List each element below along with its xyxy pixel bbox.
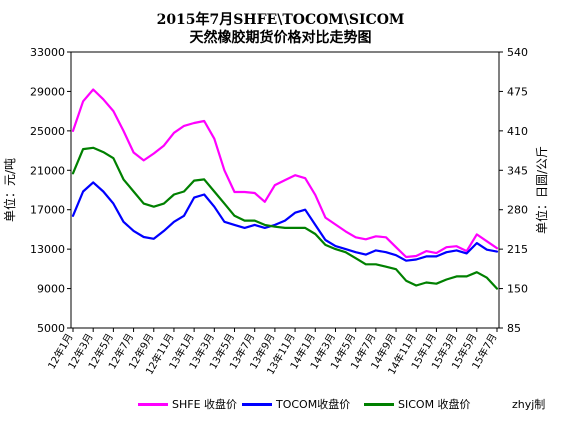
left-tick-label: 25000 <box>30 125 65 138</box>
series-line-shfe <box>71 88 499 259</box>
chart-title-line-1: 2015年7月SHFE\TOCOM\SICOM <box>156 12 405 28</box>
right-tick-label: 85 <box>507 322 521 335</box>
legend-item-shfe: SHFE 收盘价 <box>138 396 237 412</box>
left-tick-label: 5000 <box>37 322 65 335</box>
left-axis-ticks: 5000 9000 13000 17000 21000 25000 29000 33000 <box>30 46 71 335</box>
right-tick-label: 345 <box>507 164 528 177</box>
right-tick-label: 215 <box>507 243 528 256</box>
right-tick-label: 410 <box>507 125 528 138</box>
left-tick-label: 33000 <box>30 46 65 59</box>
right-tick-label: 280 <box>507 204 528 217</box>
legend-swatch-sicom <box>364 402 394 406</box>
right-axis-label: 单位：日圆/公斤 <box>534 146 549 234</box>
right-tick-label: 475 <box>507 85 528 98</box>
series-line-sicom <box>71 146 499 290</box>
right-axis-ticks: 85 150 215 280 345 410 475 540 <box>499 46 528 335</box>
left-tick-label: 17000 <box>30 204 65 217</box>
series-line-tocom <box>71 181 499 262</box>
x-axis-ticks: 12年1月12年3月12年5月12年7月12年9月12年11月13年1月13年3… <box>45 328 500 377</box>
right-tick-label: 540 <box>507 46 528 59</box>
legend-item-tocom: TOCOM收盘价 <box>242 396 350 412</box>
right-tick-label: 150 <box>507 283 528 296</box>
legend-label-tocom: TOCOM收盘价 <box>276 398 351 411</box>
left-axis-label: 单位：元/吨 <box>2 158 17 222</box>
legend-label-shfe: SHFE 收盘价 <box>172 398 238 411</box>
left-tick-label: 29000 <box>30 85 65 98</box>
legend-swatch-tocom <box>242 402 272 406</box>
left-tick-label: 21000 <box>30 164 65 177</box>
plot-area-frame <box>70 51 500 329</box>
author-credit: zhyj制 <box>512 398 546 411</box>
left-tick-label: 13000 <box>30 243 65 256</box>
legend-label-sicom: SICOM 收盘价 <box>398 398 471 411</box>
left-tick-label: 9000 <box>37 283 65 296</box>
legend-item-sicom: SICOM 收盘价 <box>364 396 471 412</box>
series-layer <box>71 88 499 290</box>
legend-swatch-shfe <box>138 402 168 406</box>
chart-title-line-2: 天然橡胶期货价格对比走势图 <box>189 30 372 46</box>
